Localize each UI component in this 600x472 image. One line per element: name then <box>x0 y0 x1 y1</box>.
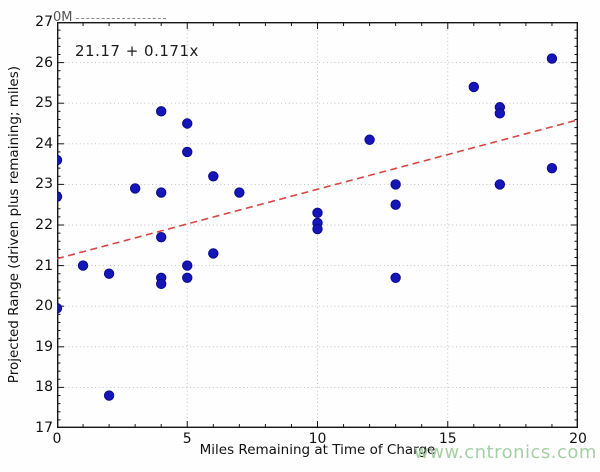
data-point <box>182 260 193 271</box>
y-tick-label: 17 <box>35 420 53 436</box>
y-tick-label: 23 <box>35 176 53 193</box>
data-point <box>390 272 401 283</box>
y-tick-label: 26 <box>35 54 53 71</box>
data-point <box>77 260 89 271</box>
data-point <box>57 303 63 314</box>
data-point <box>156 106 167 117</box>
data-point <box>156 231 167 243</box>
data-point <box>494 108 506 119</box>
data-point <box>103 390 115 401</box>
data-point <box>103 268 115 279</box>
data-point <box>364 134 375 145</box>
data-point <box>390 179 401 190</box>
y-tick-label: 22 <box>35 217 53 233</box>
scatter-plot-canvas <box>57 22 578 428</box>
y-tick-label: 19 <box>35 338 53 355</box>
data-point <box>182 272 193 283</box>
data-point <box>234 187 245 198</box>
data-point <box>57 191 63 202</box>
x-tick-label: 0 <box>52 431 62 447</box>
data-point <box>208 248 219 259</box>
data-point <box>312 223 323 235</box>
x-tick-label: 10 <box>308 431 327 447</box>
x-tick-label: 20 <box>569 431 587 447</box>
data-point <box>156 278 167 290</box>
data-point <box>182 146 193 158</box>
regression-equation: 21.17 + 0.171x <box>75 42 199 60</box>
data-point <box>546 53 558 64</box>
y-tick-label: 18 <box>35 379 53 396</box>
x-tick-label: 5 <box>182 431 192 447</box>
data-point <box>468 81 479 93</box>
data-point <box>156 187 167 198</box>
y-tick-label: 20 <box>35 298 53 315</box>
data-point <box>390 199 401 210</box>
data-point <box>312 207 323 219</box>
plot-area: 21.17 + 0.171x <box>57 22 578 428</box>
data-point <box>57 154 63 166</box>
data-point <box>494 179 506 190</box>
data-point <box>129 183 141 194</box>
x-axis-title: Miles Remaining at Time of Charge <box>199 442 436 458</box>
watermark-artifact-text: 0M <box>53 10 73 25</box>
data-point <box>208 171 219 182</box>
data-point <box>182 118 193 129</box>
y-tick-label: 24 <box>35 135 53 152</box>
watermark-artifact-dash <box>76 18 166 19</box>
y-tick-label: 27 <box>35 14 53 30</box>
y-tick-label: 25 <box>35 95 53 112</box>
y-tick-label: 21 <box>35 257 53 274</box>
watermark: www.cntronics.com <box>414 442 597 463</box>
data-point <box>546 162 558 174</box>
x-tick-label: 15 <box>438 431 457 447</box>
